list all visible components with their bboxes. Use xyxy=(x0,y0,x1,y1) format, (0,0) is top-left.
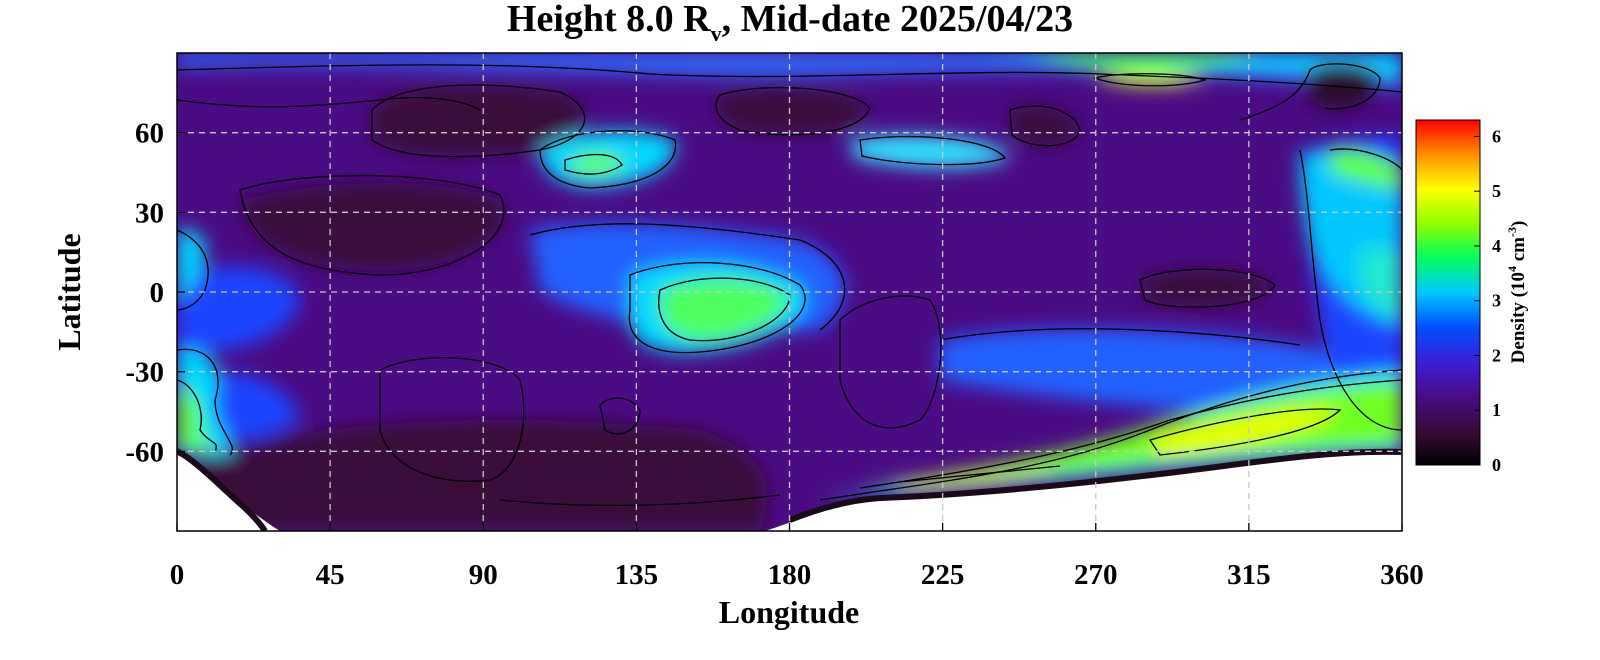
colorbar-label: Density (104 cm-3) xyxy=(1505,221,1529,364)
x-axis-ticks: 0 45 90 135 180 225 270 315 360 xyxy=(170,523,1424,591)
colorbar-tick-label: 3 xyxy=(1492,291,1501,311)
x-axis-label: Longitude xyxy=(719,594,859,630)
x-tick-label: 180 xyxy=(768,559,812,591)
y-tick-label: 30 xyxy=(135,197,164,229)
grid-lines xyxy=(177,53,1402,531)
y-tick-label: 0 xyxy=(150,277,165,309)
colorbar-tick-label: 4 xyxy=(1492,236,1501,256)
plot-area xyxy=(177,53,1402,531)
x-tick-label: 225 xyxy=(921,559,965,591)
x-tick-label: 0 xyxy=(170,559,185,591)
contour-lines xyxy=(177,63,1402,507)
colorbar-tick-label: 0 xyxy=(1492,455,1501,475)
y-axis-label: Latitude xyxy=(51,233,87,350)
no-data-bottom xyxy=(765,454,1402,531)
colorbar-tick-label: 6 xyxy=(1492,126,1501,146)
colorbar xyxy=(1415,119,1481,466)
x-tick-label: 360 xyxy=(1380,559,1424,591)
colorbar-tick-label: 5 xyxy=(1492,181,1501,201)
y-tick-label: -30 xyxy=(125,357,164,389)
no-data-bottom-edge xyxy=(788,448,1402,523)
x-tick-label: 45 xyxy=(316,559,345,591)
x-tick-label: 90 xyxy=(469,559,498,591)
colorbar-ticks: 0 1 2 3 4 5 6 xyxy=(1474,126,1501,475)
x-tick-label: 315 xyxy=(1227,559,1271,591)
y-tick-label: -60 xyxy=(125,436,164,468)
y-tick-label: 60 xyxy=(135,118,164,150)
colorbar-tick-label: 1 xyxy=(1492,400,1501,420)
x-tick-label: 135 xyxy=(615,559,659,591)
density-field xyxy=(177,53,1402,531)
colorbar-tick-label: 2 xyxy=(1492,345,1501,365)
x-tick-label: 270 xyxy=(1074,559,1118,591)
chart-title: Height 8.0 Rv, Mid-date 2025/04/23 xyxy=(507,0,1073,46)
no-data-left-edge xyxy=(177,448,268,531)
y-axis-ticks: 60 30 0 -30 -60 xyxy=(125,118,185,468)
